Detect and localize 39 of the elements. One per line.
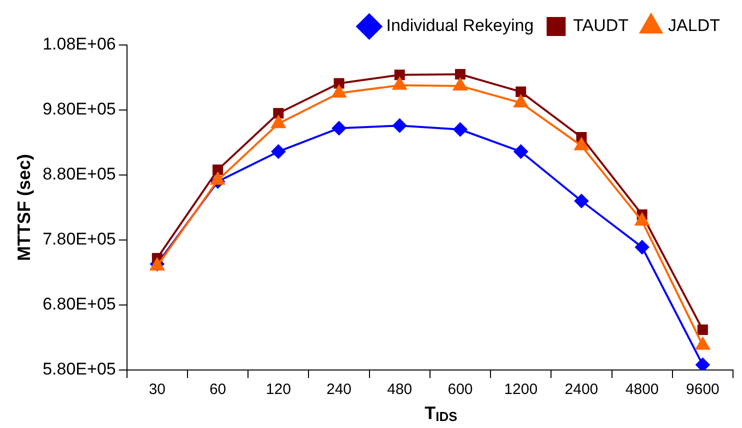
point [516,86,526,98]
x-tick-label: 480 [387,381,412,398]
point [514,144,528,159]
point [271,144,286,159]
point [394,70,405,80]
x-axis-title: T$_{IDS}$ [424,403,458,424]
y-tick-label: 7.80E+05 [42,230,116,249]
y-tick-label: 9.80E+05 [42,100,116,119]
y-tick-label: 6.80E+05 [42,294,116,314]
legend-label: Individual Rekeying [386,16,534,36]
legend-label: TAUDT [573,16,629,36]
point [273,108,284,118]
point [210,172,225,185]
y-tick-label: 5.80E+05 [42,360,116,379]
point [212,164,224,176]
x-tick-label: 1200 [504,381,538,398]
point [696,358,710,370]
point [696,337,710,350]
x-tick-label: 600 [448,381,473,398]
x-tick-label: 4800 [625,381,659,398]
y-axis-title: MTTSF (sec) [14,154,34,262]
x-tick-label: 30 [148,381,166,398]
point [635,213,650,226]
point [574,194,588,208]
y-tick-label: 8.80E+05 [42,164,116,184]
x-tick-label: 9600 [686,381,720,398]
x-tick-label: 2400 [564,381,598,398]
y-tick-label: 1.08E+06 [42,34,116,54]
x-tick-label: 60 [209,381,226,398]
point [453,122,468,136]
point [334,78,344,89]
point [332,121,346,136]
point [392,118,407,133]
point [697,324,708,335]
x-tick-label: 240 [326,381,352,398]
x-tick-label: 120 [266,381,291,398]
point [454,69,466,80]
point [635,240,650,254]
legend-label: JALDT [668,16,720,36]
